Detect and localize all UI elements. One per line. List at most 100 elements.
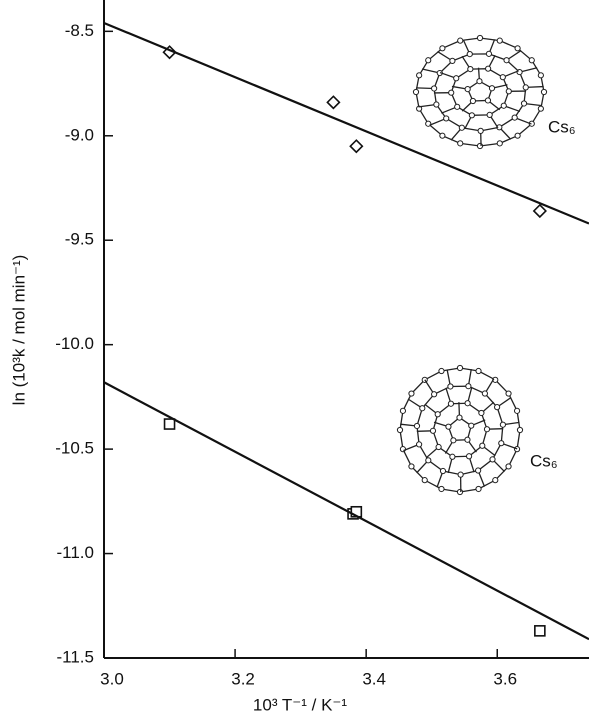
molecule-part <box>455 104 460 109</box>
molecule-part <box>397 427 402 432</box>
molecule-part <box>538 106 543 111</box>
molecule-part <box>458 472 463 477</box>
molecule-part <box>478 128 483 133</box>
molecule-part <box>466 384 471 389</box>
molecule-part <box>454 76 459 81</box>
x-tick-label: 3.2 <box>231 669 255 688</box>
y-tick-label: -8.5 <box>65 21 94 40</box>
annotation: Cs₆ <box>530 451 558 470</box>
molecule-part <box>512 115 517 120</box>
molecule-part <box>476 368 481 373</box>
molecule-part <box>538 73 543 78</box>
square-point <box>535 626 545 636</box>
molecule-part <box>486 66 491 71</box>
molecule-part <box>450 454 455 459</box>
molecule-part <box>409 391 414 396</box>
molecule-part <box>469 423 474 428</box>
molecule-part <box>506 464 511 469</box>
molecule-part <box>506 89 511 94</box>
y-axis-label: ln (10³k / mol min⁻¹) <box>9 255 28 406</box>
molecule-part <box>479 410 484 415</box>
molecule-part <box>440 468 445 473</box>
molecule-part <box>434 102 439 107</box>
molecule-part <box>497 141 502 146</box>
molecule-part <box>493 478 498 483</box>
molecule-illustration <box>397 365 522 494</box>
molecule-part <box>426 58 431 63</box>
molecule-part <box>517 69 522 74</box>
molecule-part <box>500 75 505 80</box>
molecule-part <box>485 98 490 103</box>
x-axis-label: 10³ T⁻¹ / K⁻¹ <box>253 695 347 714</box>
square-point <box>165 419 175 429</box>
molecule-part <box>523 85 528 90</box>
y-tick-label: -10.5 <box>55 439 94 458</box>
molecule-part <box>466 454 471 459</box>
molecule-part <box>468 67 473 72</box>
molecule-part <box>430 428 435 433</box>
molecule-part <box>521 101 526 106</box>
molecule-part <box>426 458 431 463</box>
molecule-part <box>417 73 422 78</box>
x-tick-label: 3.4 <box>362 669 386 688</box>
molecule-part <box>487 112 492 117</box>
molecule-part <box>449 90 454 95</box>
y-tick-label: -11.5 <box>57 647 95 666</box>
molecule-part <box>500 422 505 427</box>
molecule-part <box>400 408 405 413</box>
molecule-part <box>499 441 504 446</box>
x-tick-label: 3.6 <box>493 669 517 688</box>
molecule-part <box>470 98 475 103</box>
diamond-point <box>534 205 546 217</box>
molecule-part <box>465 401 470 406</box>
molecule-part <box>477 35 482 40</box>
molecule-part <box>465 437 470 442</box>
molecule-part <box>465 87 470 92</box>
molecule-part <box>458 38 463 43</box>
molecule-part <box>400 447 405 452</box>
molecule-part <box>501 103 506 108</box>
y-tick-label: -9.0 <box>65 125 94 144</box>
diamond-point <box>350 140 362 152</box>
molecule-part <box>477 79 482 84</box>
molecule-part <box>448 384 453 389</box>
molecule-part <box>432 392 437 397</box>
molecule-part <box>497 38 502 43</box>
molecule-part <box>414 423 419 428</box>
molecule-part <box>495 405 500 410</box>
molecule-part <box>417 442 422 447</box>
molecule-part <box>457 415 462 420</box>
molecule-part <box>467 51 472 56</box>
molecule-part <box>457 365 462 370</box>
molecule-part <box>506 391 511 396</box>
molecule-part <box>440 46 445 51</box>
molecule-part <box>458 141 463 146</box>
molecule-illustration <box>413 35 546 148</box>
molecule-part <box>477 143 482 148</box>
molecule-part <box>476 468 481 473</box>
fit-line <box>104 382 589 639</box>
molecule-part <box>514 408 519 413</box>
chart: 10³ T⁻¹ / K⁻¹ ln (10³k / mol min⁻¹) Cs₆ … <box>0 0 589 719</box>
molecule-part <box>515 46 520 51</box>
molecule-part <box>446 424 451 429</box>
annotation: Cs₆ <box>548 117 576 136</box>
molecule-part <box>515 133 520 138</box>
y-tick-label: -10.0 <box>55 334 94 353</box>
molecule-part <box>486 51 491 56</box>
molecule-part <box>432 86 437 91</box>
molecule-part <box>436 444 441 449</box>
molecule-part <box>469 113 474 118</box>
molecule-part <box>409 464 414 469</box>
molecule-part <box>484 427 489 432</box>
molecule-part <box>480 443 485 448</box>
molecule-part <box>422 478 427 483</box>
molecule-part <box>457 489 462 494</box>
molecule-part <box>529 58 534 63</box>
diamond-point <box>327 96 339 108</box>
molecule-part <box>517 427 522 432</box>
molecule-part <box>482 391 487 396</box>
molecule-part <box>541 89 546 94</box>
molecule-part <box>490 457 495 462</box>
molecule-part <box>451 438 456 443</box>
